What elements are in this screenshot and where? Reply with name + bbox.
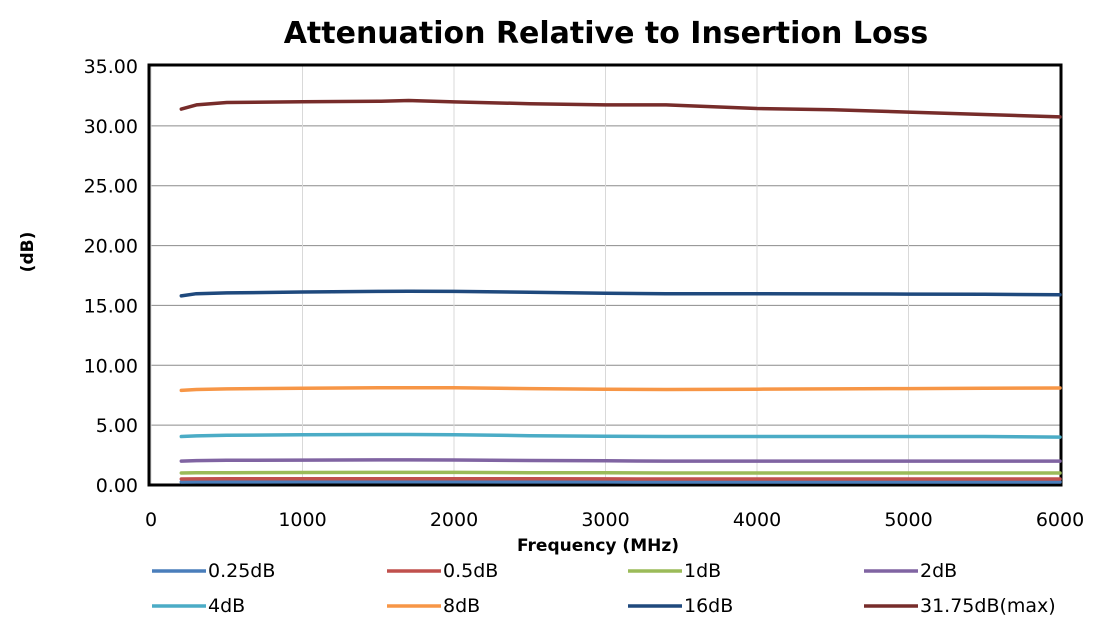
legend-item: 31.75dB(max) [864, 595, 1056, 617]
series-lines [179, 98, 1062, 484]
y-axis-label: (dB) [18, 232, 38, 273]
x-tick-labels: 0 1000 2000 3000 4000 5000 6000 [145, 509, 1084, 531]
y-tick-label: 25.00 [84, 176, 138, 198]
legend-label: 2dB [920, 560, 957, 582]
y-tick-label: 10.00 [84, 355, 138, 377]
legend-label: 0.25dB [208, 560, 275, 582]
legend-label: 4dB [208, 595, 245, 617]
y-tick-label: 30.00 [84, 116, 138, 138]
legend-item: 0.25dB [152, 560, 275, 582]
y-tick-label: 15.00 [84, 295, 138, 317]
x-tick-label: 1000 [278, 509, 326, 531]
x-tick-label: 0 [145, 509, 157, 531]
x-tick-label: 5000 [884, 509, 932, 531]
legend-item: 8dB [387, 595, 480, 617]
legend-label: 31.75dB(max) [920, 595, 1056, 617]
y-tick-label: 20.00 [84, 236, 138, 258]
legend-label: 16dB [684, 595, 733, 617]
chart-title: Attenuation Relative to Insertion Loss [284, 16, 929, 51]
x-tick-label: 4000 [733, 509, 781, 531]
y-tick-label: 0.00 [96, 475, 138, 497]
legend-item: 16dB [628, 595, 733, 617]
y-tick-label: 35.00 [84, 56, 138, 78]
y-tick-label: 5.00 [96, 415, 138, 437]
legend-item: 4dB [152, 595, 245, 617]
plot-area-frame [147, 63, 1063, 487]
legend-item: 2dB [864, 560, 957, 582]
x-tick-label: 2000 [430, 509, 478, 531]
series-line-3 [179, 458, 1062, 463]
grid-lines [150, 65, 1061, 486]
legend-item: 0.5dB [387, 560, 498, 582]
y-tick-labels: 0.00 5.00 10.00 15.00 20.00 25.00 30.00 35.00 [84, 56, 138, 497]
series-line-5 [179, 386, 1062, 393]
series-line-7 [179, 98, 1062, 119]
series-line-4 [179, 432, 1062, 439]
x-axis-label: Frequency (MHz) [517, 536, 679, 556]
x-tick-label: 6000 [1036, 509, 1084, 531]
series-line-2 [179, 470, 1062, 475]
legend-label: 1dB [684, 560, 721, 582]
x-tick-label: 3000 [581, 509, 629, 531]
legend-item: 1dB [628, 560, 721, 582]
legend: 0.25dB 0.5dB 1dB 2dB 4dB 8dB 16dB 31.75dB(max) [152, 560, 1056, 617]
legend-label: 0.5dB [443, 560, 498, 582]
series-line-6 [179, 289, 1062, 298]
legend-label: 8dB [443, 595, 480, 617]
